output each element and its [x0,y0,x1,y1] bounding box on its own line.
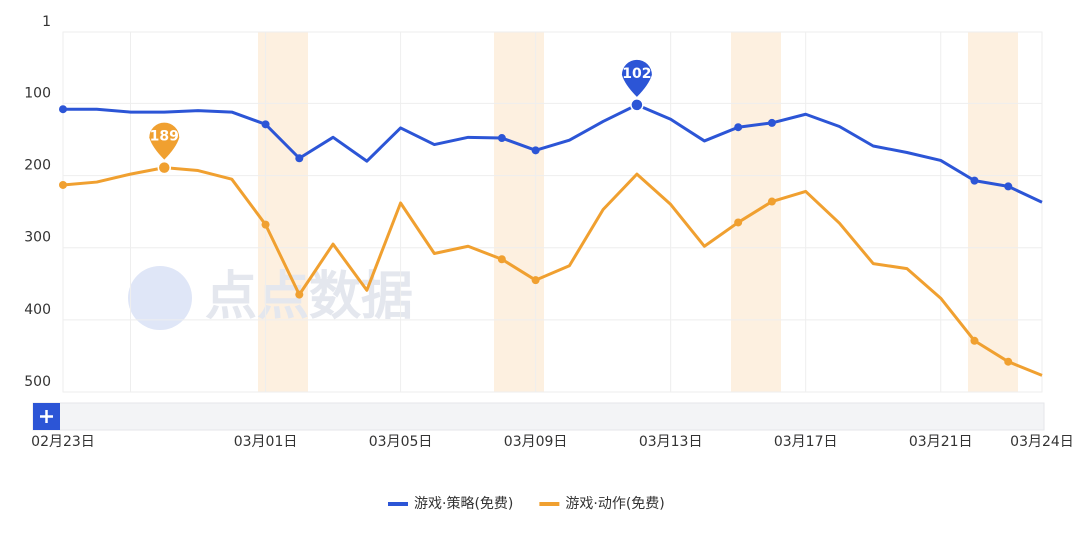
x-tick-label: 03月24日 [1010,434,1074,450]
point [970,176,979,185]
x-tick-label: 03月17日 [774,434,838,450]
point [734,123,743,132]
point [497,134,506,143]
legend-label: 游戏·动作(免费) [565,496,664,512]
y-tick-label: 100 [24,85,51,101]
point [531,146,540,155]
watermark-text: 点点数据 [205,267,413,327]
band [258,32,308,392]
x-tick-label: 02月23日 [31,434,95,450]
x-tick-label: 03月09日 [504,434,568,450]
plot-frame [62,31,1043,393]
pin [149,122,180,160]
pin-label: 189 [150,129,179,145]
x-tick-label: 03月21日 [909,434,973,450]
y-tick-label: 300 [24,230,51,246]
band [968,32,1018,392]
y-tick-label: 1 [42,14,51,30]
pin-point [630,98,644,112]
pin [621,59,652,97]
x-tick-label: 03月13日 [639,434,703,450]
point [970,336,979,345]
y-tick-label: 200 [24,158,51,174]
pin-point [157,160,172,175]
point [295,290,304,299]
pin-label: 102 [622,66,651,82]
point [497,255,506,264]
watermark: 点点数据 [128,266,413,330]
zoom-slider[interactable] [32,402,1045,431]
series-line [63,103,1043,204]
point [295,154,304,163]
y-tick-label: 400 [24,302,51,318]
point [261,220,270,229]
point [767,197,776,206]
point [59,105,67,114]
point [734,218,743,227]
point [1004,182,1013,191]
x-tick-label: 03月01日 [234,434,298,450]
point [261,120,270,129]
series-line [62,166,1043,377]
point [767,118,776,127]
plus-icon [40,410,53,423]
point [59,180,67,189]
point [1004,357,1013,366]
legend-label: 游戏·策略(免费) [414,495,513,512]
band [494,32,544,392]
point [531,276,540,285]
y-tick-label: 500 [24,374,51,390]
watermark-logo [128,266,192,330]
x-tick-label: 03月05日 [369,434,433,450]
